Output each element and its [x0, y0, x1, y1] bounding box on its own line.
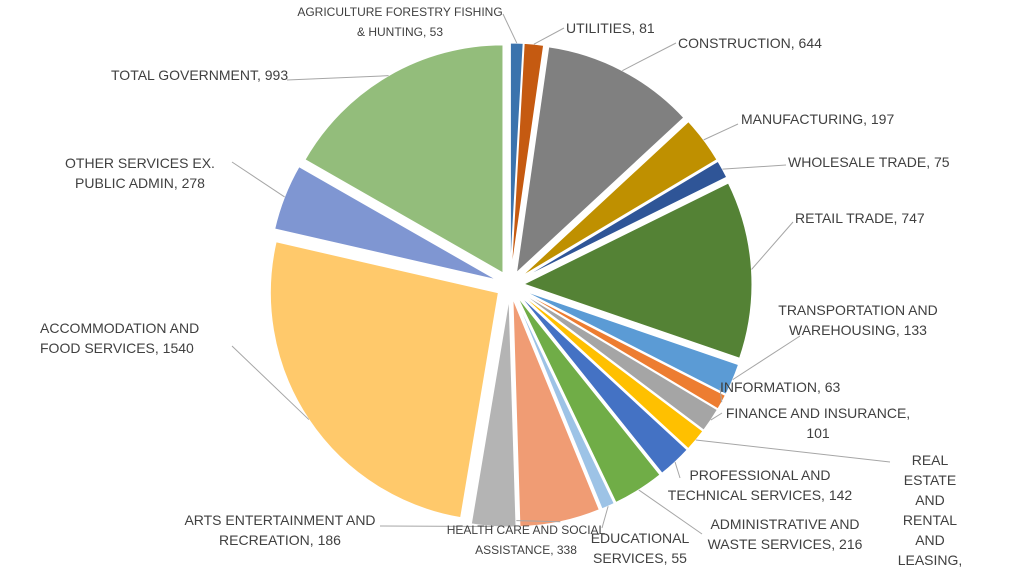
leader-line	[703, 123, 739, 141]
data-label: ACCOMMODATION AND FOOD SERVICES, 1540	[40, 320, 200, 356]
leader-line	[231, 161, 285, 198]
leader-line	[622, 42, 677, 72]
data-label: EDUCATIONAL SERVICES, 55	[590, 530, 690, 566]
data-label: ARTS ENTERTAINMENT AND RECREATION, 186	[184, 512, 376, 548]
data-label: UTILITIES, 81	[566, 20, 655, 36]
leader-line	[286, 75, 389, 81]
data-label: AGRICULTURE FORESTRY FISHING & HUNTING, …	[297, 5, 503, 39]
pie-slice	[509, 42, 524, 272]
data-label: INFORMATION, 63	[720, 379, 841, 395]
data-label: ADMINISTRATIVE AND WASTE SERVICES, 216	[707, 516, 863, 552]
data-label: REAL ESTATE AND RENTAL AND LEASING, 94	[897, 452, 963, 574]
data-label: PROFESSIONAL AND TECHNICAL SERVICES, 142	[667, 467, 853, 503]
leader-line	[695, 439, 891, 463]
data-label: MANUFACTURING, 197	[741, 111, 895, 127]
pie-slice	[519, 294, 688, 474]
data-label: RETAIL TRADE, 747	[795, 210, 925, 226]
pie-slice	[274, 165, 498, 281]
leader-line	[502, 13, 518, 44]
leader-line	[732, 335, 801, 381]
leader-line	[601, 506, 609, 529]
leader-line	[719, 387, 723, 403]
pie-slice	[516, 296, 661, 504]
data-label: TOTAL GOVERNMENT, 993	[111, 67, 289, 83]
leader-line	[231, 345, 310, 420]
pie-slice	[269, 241, 499, 519]
pie-slice	[510, 42, 545, 272]
data-label: OTHER SERVICES EX. PUBLIC ADMIN, 278	[65, 155, 215, 191]
pie-slice	[515, 46, 685, 274]
pie-slice	[515, 297, 615, 510]
data-label: WHOLESALE TRADE, 75	[788, 154, 950, 170]
leader-line	[638, 489, 703, 535]
leader-line	[722, 164, 787, 170]
pie-slice	[522, 182, 753, 359]
leader-line	[533, 27, 565, 45]
leader-line	[710, 412, 723, 421]
data-label: HEALTH CARE AND SOCIAL ASSISTANCE, 338	[446, 523, 606, 557]
data-label: FINANCE AND INSURANCE, 101	[725, 405, 911, 441]
data-label: TRANSPORTATION AND WAREHOUSING, 133	[778, 302, 938, 338]
data-label: CONSTRUCTION, 644	[678, 35, 822, 51]
pie-slice	[470, 298, 517, 528]
leader-line	[674, 461, 681, 479]
pie-slice	[304, 44, 504, 274]
leader-line	[751, 221, 794, 270]
